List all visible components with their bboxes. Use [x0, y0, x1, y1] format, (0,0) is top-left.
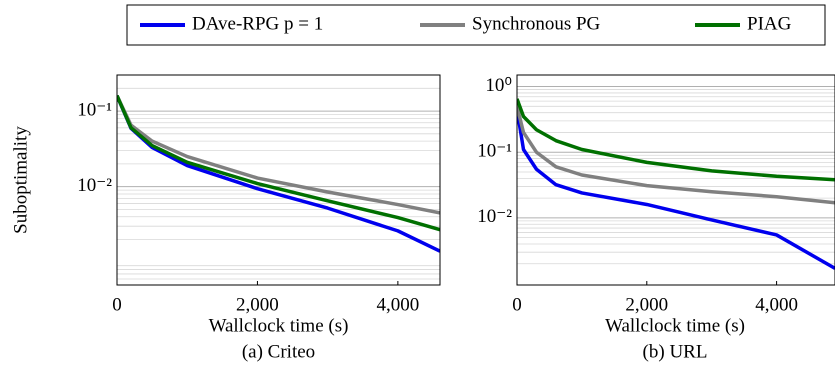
y-tick-label: 10⁰	[485, 75, 512, 96]
series-line	[517, 98, 835, 182]
series-line	[517, 109, 835, 270]
series-line	[117, 94, 440, 232]
legend-label: DAve-RPG p = 1	[192, 13, 323, 34]
legend-label: PIAG	[747, 13, 792, 34]
series-line	[117, 94, 440, 253]
x-tick-label: 0	[512, 294, 522, 315]
y-tick-label: 10⁻¹	[477, 141, 512, 162]
x-axis-label: Wallclock time (s)	[605, 315, 745, 336]
x-tick-label: 2,000	[625, 294, 668, 315]
series-line	[117, 94, 440, 215]
series-line	[517, 105, 835, 205]
plot-frame	[516, 74, 835, 286]
x-tick-label: 2,000	[236, 294, 279, 315]
caption: (a) Criteo	[242, 341, 315, 362]
x-tick-label: 4,000	[755, 294, 798, 315]
x-tick-label: 0	[112, 294, 122, 315]
y-tick-label: 10⁻²	[77, 175, 112, 196]
x-tick-label: 4,000	[376, 294, 419, 315]
y-tick-label: 10⁻¹	[77, 99, 112, 120]
plot-frame	[116, 74, 441, 286]
caption: (b) URL	[643, 341, 708, 362]
x-axis-label: Wallclock time (s)	[209, 315, 349, 336]
y-axis-label: Suboptimality	[10, 126, 31, 234]
y-tick-label: 10⁻²	[477, 206, 512, 227]
legend-label: Synchronous PG	[472, 13, 601, 34]
